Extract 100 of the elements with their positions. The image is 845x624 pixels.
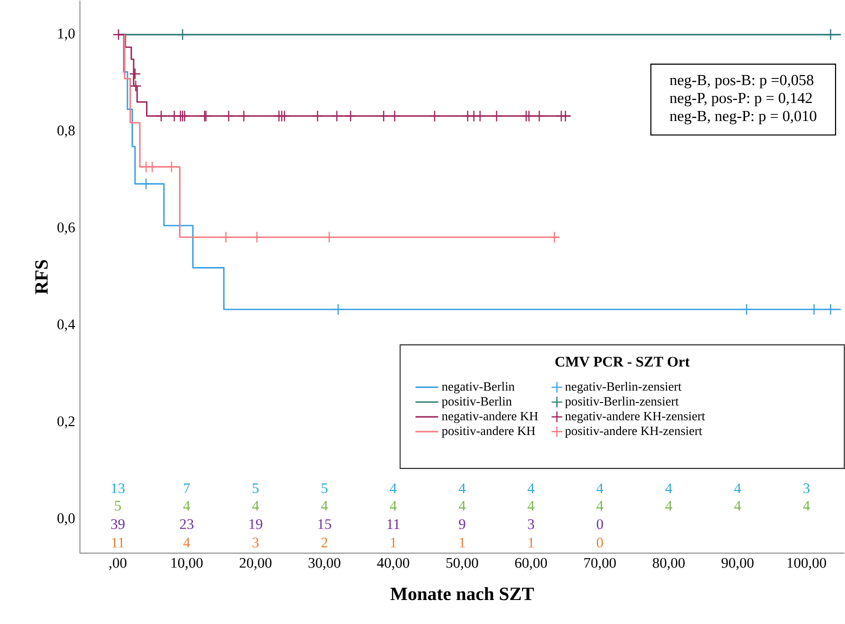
point: [140, 178, 152, 190]
annotation: 4: [390, 500, 397, 510]
x-tick-label: 100,00: [788, 558, 826, 570]
annotation: 4: [665, 500, 672, 510]
point: [490, 110, 502, 122]
y-tick-label: 0,8: [57, 125, 75, 138]
annotation: neg-B, neg-P: p = 0,010: [670, 110, 816, 124]
annotation: 4: [528, 483, 534, 494]
annotation: 23: [180, 519, 194, 529]
point: [278, 110, 290, 122]
point: [344, 110, 357, 122]
point: [474, 110, 486, 122]
x-tick-label: 20,00: [240, 558, 272, 570]
y-tick-label: 0,0: [57, 513, 75, 526]
point: [238, 110, 250, 122]
annotation: 5: [322, 483, 328, 494]
annotation: 4: [596, 483, 604, 494]
legend-title: CMV PCR - SZT Ort: [555, 356, 690, 367]
legend-label: negativ-andere KH-zensiert: [565, 411, 706, 423]
legend-label: positiv-andere KH-zensiert: [565, 426, 702, 438]
annotation: 4: [734, 483, 742, 494]
annotation: 1: [528, 538, 534, 548]
x-tick-label: 40,00: [377, 558, 410, 570]
point: [378, 110, 390, 122]
point: [523, 110, 535, 122]
point: [130, 80, 142, 92]
point: [155, 110, 168, 122]
point: [176, 28, 188, 40]
annotation: 4: [183, 538, 190, 548]
point: [129, 68, 141, 80]
x-axis-title: Monate nach SZT: [390, 586, 534, 600]
annotation: 5: [252, 483, 259, 494]
annotation: 0: [596, 538, 603, 548]
annotation: 15: [318, 519, 332, 529]
annotation: 1: [460, 538, 465, 548]
annotation: 4: [183, 500, 190, 510]
point: [548, 231, 560, 244]
annotation: 4: [528, 500, 534, 510]
point: [220, 231, 232, 244]
point: [824, 28, 836, 40]
point: [146, 160, 158, 173]
point: [178, 110, 191, 122]
point: [808, 303, 820, 316]
point: [560, 110, 572, 122]
annotation: 7: [184, 483, 190, 493]
x-tick-label: 30,00: [308, 558, 340, 570]
point: [824, 303, 836, 316]
annotation: 4: [803, 500, 810, 510]
point: [740, 303, 752, 316]
annotation: 19: [250, 519, 262, 529]
x-tick-label: 10,00: [171, 558, 203, 570]
point: [250, 231, 263, 244]
y-tick-label: 0,6: [57, 222, 75, 234]
point: [332, 303, 344, 316]
annotation: 4: [458, 500, 466, 510]
legend-label: negativ-Berlin-zensiert: [565, 382, 682, 394]
annotation: neg-P, pos-P: p = 0,142: [670, 92, 812, 106]
x-tick-label: 70,00: [584, 558, 616, 570]
legend-label: negativ-andere KH: [442, 411, 538, 423]
annotation: 11: [388, 519, 400, 529]
x-tick-label: 50,00: [446, 558, 478, 570]
point: [533, 110, 546, 122]
point: [428, 110, 441, 122]
annotation: 4: [252, 500, 259, 510]
legend-label: positiv-Berlin-zensiert: [565, 396, 679, 408]
annotation: 4: [596, 500, 604, 510]
legend-label: positiv-andere KH: [442, 426, 536, 438]
point: [166, 160, 178, 173]
y-tick-label: 0,4: [57, 319, 76, 332]
y-axis-title: RFS: [35, 260, 48, 294]
point: [330, 110, 343, 122]
annotation: 4: [734, 500, 742, 510]
annotation: neg-B, pos-B: p =0,058: [670, 74, 814, 88]
annotation: 0: [596, 519, 603, 530]
y-tick-label: 1,0: [58, 28, 75, 41]
annotation: 4: [665, 483, 672, 494]
annotation: 13: [112, 483, 125, 494]
annotation: 11: [112, 538, 124, 548]
annotation: 5: [115, 500, 121, 511]
point: [222, 110, 235, 122]
point: [388, 110, 401, 122]
annotation: 4: [390, 483, 397, 494]
annotation: 3: [804, 483, 810, 494]
legend-label: positiv-Berlin: [442, 396, 512, 408]
point: [323, 231, 336, 244]
y-tick-label: 0,2: [57, 416, 74, 428]
annotation: 39: [111, 519, 125, 529]
point: [312, 110, 324, 122]
point: [112, 28, 124, 40]
x-tick-label: 60,00: [515, 558, 547, 570]
annotation: 9: [458, 519, 466, 529]
x-tick-label: ,00: [109, 558, 126, 570]
x-tick-label: 90,00: [722, 558, 754, 570]
annotation: 1: [390, 538, 396, 548]
annotation: 4: [458, 483, 466, 494]
annotation: 4: [321, 500, 328, 510]
annotation: 2: [321, 538, 328, 548]
annotation: 3: [252, 538, 259, 548]
annotation: 3: [528, 519, 534, 529]
x-tick-label: 80,00: [652, 558, 685, 570]
